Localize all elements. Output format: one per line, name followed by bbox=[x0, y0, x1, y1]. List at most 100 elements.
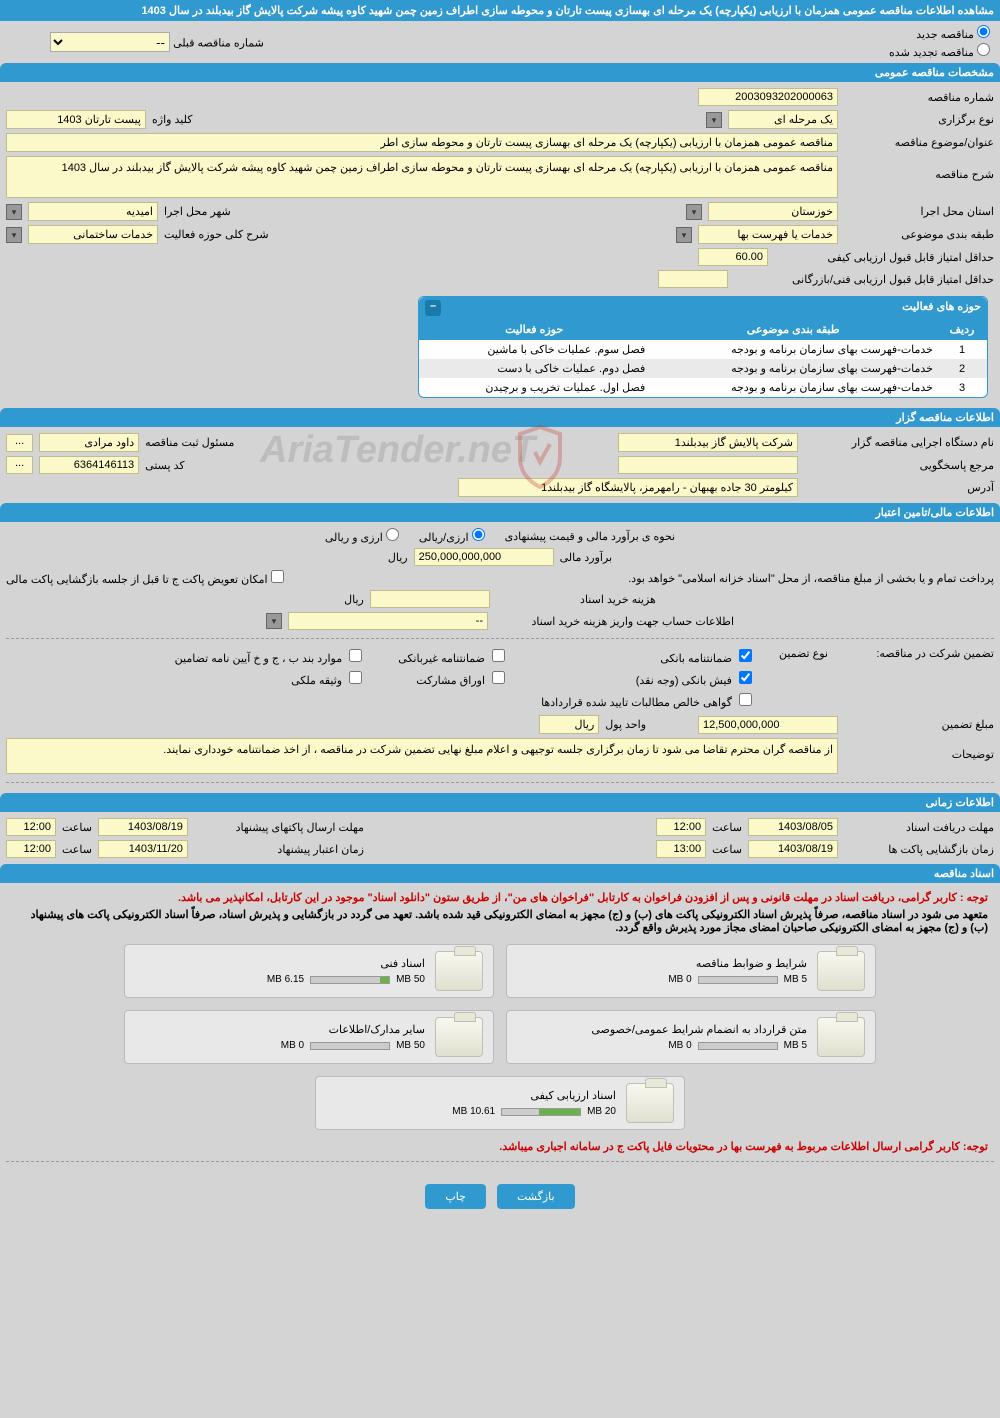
guarantee-type-label: نوع تضمین bbox=[758, 647, 828, 660]
dots-button[interactable]: ... bbox=[6, 434, 33, 452]
mintech-label: حداقل امتیاز قابل قبول ارزیابی فنی/بازرگ… bbox=[734, 273, 994, 286]
prov-label: استان محل اجرا bbox=[844, 205, 994, 218]
desc-label: شرح مناقصه bbox=[844, 156, 994, 181]
radio-renewed[interactable]: مناقصه تجدید شده bbox=[889, 43, 990, 59]
open-hour: 13:00 bbox=[656, 840, 706, 858]
valid-date: 1403/11/20 bbox=[98, 840, 188, 858]
buy-value[interactable] bbox=[370, 590, 490, 608]
g7-check[interactable] bbox=[739, 693, 752, 706]
doc-total: 50 MB bbox=[396, 974, 425, 985]
num-value: 2003093202000063 bbox=[698, 88, 838, 106]
folder-icon bbox=[435, 1017, 483, 1057]
resp-label: مسئول ثبت مناقصه bbox=[145, 436, 234, 449]
chevron-down-icon[interactable]: ▾ bbox=[706, 112, 722, 128]
doc-used: 6.15 MB bbox=[267, 974, 304, 985]
ref-value bbox=[618, 456, 798, 474]
g5-check[interactable] bbox=[492, 671, 505, 684]
general-form: شماره مناقصه 2003093202000063 نوع برگزار… bbox=[0, 82, 1000, 408]
city-value[interactable]: امیدیه bbox=[28, 202, 158, 221]
zip-value: 6364146113 bbox=[39, 456, 139, 474]
act-value[interactable]: خدمات ساختمانی bbox=[28, 225, 158, 244]
send-label: مهلت ارسال پاکتهای پیشنهاد bbox=[194, 821, 364, 834]
g3-check[interactable] bbox=[349, 649, 362, 662]
g4-check[interactable] bbox=[739, 671, 752, 684]
recv-label: مهلت دریافت اسناد bbox=[844, 821, 994, 834]
g6-check[interactable] bbox=[349, 671, 362, 684]
doc-card[interactable]: سایر مدارک/اطلاعات 50 MB 0 MB bbox=[124, 1010, 494, 1064]
g2-check[interactable] bbox=[492, 649, 505, 662]
gunit-label: واحد پول bbox=[605, 718, 646, 731]
mintech-value[interactable] bbox=[658, 270, 728, 288]
cat-value[interactable]: خدمات یا فهرست بها bbox=[698, 225, 838, 244]
subject-label: عنوان/موضوع مناقصه bbox=[844, 136, 994, 149]
doc-card[interactable]: اسناد فنی 50 MB 6.15 MB bbox=[124, 944, 494, 998]
doc-card[interactable]: اسناد ارزیابی کیفی 20 MB 10.61 MB bbox=[315, 1076, 685, 1130]
finance-form: نحوه ی برآورد مالی و قیمت پیشنهادی ارزی/… bbox=[0, 522, 1000, 793]
button-row: بازگشت چاپ bbox=[0, 1174, 1000, 1219]
org-label: نام دستگاه اجرایی مناقصه گزار bbox=[804, 436, 994, 449]
pay-note: پرداخت تمام و یا بخشی از مبلغ مناقصه، از… bbox=[628, 572, 994, 585]
owner-form: AriaTender.neT نام دستگاه اجرایی مناقصه … bbox=[0, 427, 1000, 503]
city-label: شهر محل اجرا bbox=[164, 205, 231, 218]
desc-value[interactable]: مناقصه عمومی همزمان با ارزیابی (یکپارچه)… bbox=[6, 156, 838, 198]
chevron-down-icon[interactable]: ▾ bbox=[6, 227, 22, 243]
folder-icon bbox=[626, 1083, 674, 1123]
opt1-radio[interactable]: ارزی/ریالی bbox=[419, 528, 485, 544]
doc-title: شرایط و ضوابط مناقصه bbox=[517, 957, 807, 970]
doc-total: 5 MB bbox=[784, 974, 807, 985]
section-general: مشخصات مناقصه عمومی bbox=[0, 63, 1000, 82]
chevron-down-icon[interactable]: ▾ bbox=[266, 613, 282, 629]
table-row: 2خدمات-فهرست بهای سازمان برنامه و بودجهف… bbox=[419, 359, 987, 378]
send-date: 1403/08/19 bbox=[98, 818, 188, 836]
opt2-radio[interactable]: ارزی و ریالی bbox=[325, 528, 399, 544]
valid-hour: 12:00 bbox=[6, 840, 56, 858]
radio-new[interactable]: مناقصه جدید bbox=[889, 25, 990, 41]
activity-table: ردیف طبقه بندی موضوعی حوزه فعالیت 1خدمات… bbox=[419, 319, 987, 397]
doc-title: اسناد فنی bbox=[135, 957, 425, 970]
table-row: 3خدمات-فهرست بهای سازمان برنامه و بودجهف… bbox=[419, 378, 987, 397]
prov-value[interactable]: خوزستان bbox=[708, 202, 838, 221]
radio-renewed-label: مناقصه تجدید شده bbox=[889, 47, 974, 59]
type-label: نوع برگزاری bbox=[844, 113, 994, 126]
doc-card[interactable]: شرایط و ضوابط مناقصه 5 MB 0 MB bbox=[506, 944, 876, 998]
subject-value[interactable]: مناقصه عمومی همزمان با ارزیابی (یکپارچه)… bbox=[6, 133, 838, 152]
acc-value[interactable]: -- bbox=[288, 612, 488, 630]
section-docs: اسناد مناقصه bbox=[0, 864, 1000, 883]
addr-label: آدرس bbox=[804, 481, 994, 494]
open-date: 1403/08/19 bbox=[748, 840, 838, 858]
doc-total: 50 MB bbox=[396, 1040, 425, 1051]
prev-label: شماره مناقصه قبلی bbox=[173, 38, 264, 50]
print-button[interactable]: چاپ bbox=[425, 1184, 486, 1209]
collapse-icon[interactable]: – bbox=[425, 300, 441, 316]
doc-card[interactable]: متن قرارداد به انضمام شرایط عمومی/خصوصی … bbox=[506, 1010, 876, 1064]
method-label: نحوه ی برآورد مالی و قیمت پیشنهادی bbox=[505, 530, 676, 543]
gunit-value: ریال bbox=[539, 715, 599, 734]
buy-label: هزینه خرید اسناد bbox=[496, 593, 656, 606]
type-value[interactable]: یک مرحله ای bbox=[728, 110, 838, 129]
note-value[interactable]: از مناقصه گران محترم تقاضا می شود تا زما… bbox=[6, 738, 838, 774]
doc-used: 0 MB bbox=[668, 1040, 691, 1051]
prev-tender-select[interactable]: -- bbox=[50, 32, 170, 52]
chevron-down-icon[interactable]: ▾ bbox=[6, 204, 22, 220]
doc-title: سایر مدارک/اطلاعات bbox=[135, 1023, 425, 1036]
ref-label: مرجع پاسخگویی bbox=[804, 459, 994, 472]
acc-label: اطلاعات حساب جهت واریز هزینه خرید اسناد bbox=[494, 615, 734, 628]
doc-used: 10.61 MB bbox=[452, 1106, 495, 1117]
guarantee-label: تضمین شرکت در مناقصه: bbox=[834, 647, 994, 660]
gamt-value: 12,500,000,000 bbox=[698, 716, 838, 734]
section-time: اطلاعات زمانی bbox=[0, 793, 1000, 812]
back-button[interactable]: بازگشت bbox=[497, 1184, 575, 1209]
keyword-value[interactable]: پیست تارتان 1403 bbox=[6, 110, 146, 129]
chevron-down-icon[interactable]: ▾ bbox=[676, 227, 692, 243]
hour-label: ساعت bbox=[62, 843, 92, 856]
minqual-value[interactable]: 60.00 bbox=[698, 248, 768, 266]
col-field: حوزه فعالیت bbox=[419, 319, 649, 340]
addr-value: کیلومتر 30 جاده بهبهان - رامهرمز، پالایش… bbox=[458, 478, 798, 497]
swap-check[interactable]: امکان تعویض پاکت ج تا قبل از جلسه بازگشا… bbox=[6, 570, 284, 586]
chevron-down-icon[interactable]: ▾ bbox=[686, 204, 702, 220]
tender-mode-row: مناقصه جدید مناقصه تجدید شده شماره مناقص… bbox=[0, 21, 1000, 63]
col-row: ردیف bbox=[937, 319, 987, 340]
dots-button[interactable]: ... bbox=[6, 456, 33, 474]
g1-check[interactable] bbox=[739, 649, 752, 662]
est-label: برآورد مالی bbox=[560, 551, 613, 564]
